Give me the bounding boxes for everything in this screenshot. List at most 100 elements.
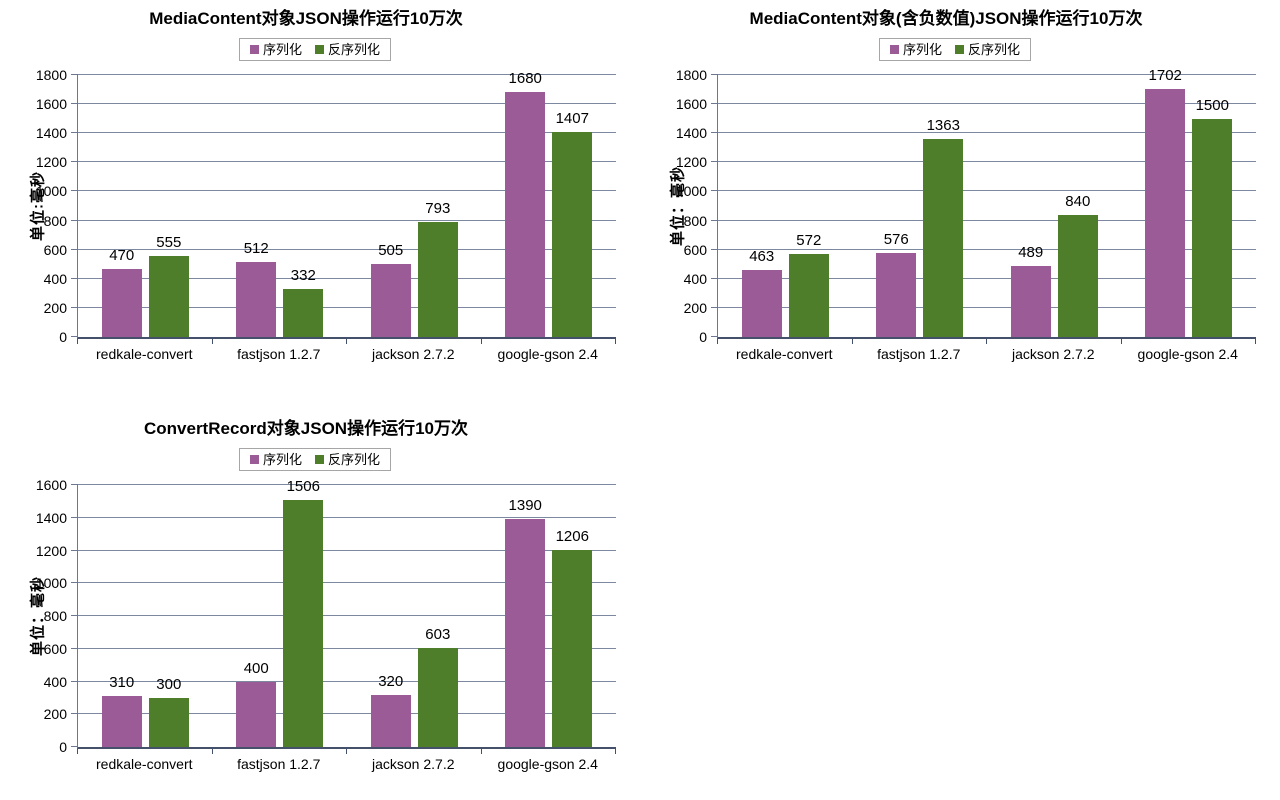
y-tick-mark <box>71 161 78 163</box>
y-tick-label: 0 <box>59 329 67 345</box>
x-category-label: fastjson 1.2.7 <box>877 346 961 362</box>
y-tick-label: 1000 <box>35 575 67 592</box>
bar <box>876 253 917 337</box>
y-tick-label: 1000 <box>675 183 707 200</box>
y-tick-label: 600 <box>683 241 707 258</box>
gridline <box>718 306 1256 308</box>
y-tick-label: 400 <box>43 270 67 287</box>
bar <box>283 288 324 337</box>
y-tick-label: 800 <box>683 212 707 229</box>
x-category-label: google-gson 2.4 <box>1137 346 1238 362</box>
y-tick-mark <box>711 103 718 105</box>
y-tick-mark <box>711 248 718 250</box>
x-category-label: redkale-convert <box>96 756 193 772</box>
gridline <box>78 103 616 105</box>
y-tick-mark <box>71 190 78 192</box>
y-tick-label: 0 <box>699 329 707 345</box>
gridline <box>78 74 616 75</box>
bar-value-label: 505 <box>378 241 404 259</box>
legend-item-serialize: 序列化 <box>249 452 302 467</box>
gridline <box>78 306 616 308</box>
x-tick-mark <box>717 339 718 344</box>
legend-item-deserialize: 反序列化 <box>315 42 380 57</box>
y-tick-label: 800 <box>43 608 67 624</box>
serialize-swatch-icon <box>249 455 259 464</box>
bar-value-label: 1206 <box>555 527 589 545</box>
bar-value-label: 1407 <box>555 110 589 128</box>
gridline <box>78 647 616 649</box>
y-tick-label: 200 <box>43 299 67 316</box>
gridline <box>718 219 1256 221</box>
x-category-label: jackson 2.7.2 <box>372 346 455 362</box>
y-tick-mark <box>71 516 78 518</box>
x-tick-mark <box>480 339 482 344</box>
y-tick-mark <box>711 219 718 221</box>
y-tick-mark <box>711 306 718 308</box>
y-tick-label: 1600 <box>35 477 67 493</box>
y-tick-mark <box>71 277 78 279</box>
legend-item-deserialize: 反序列化 <box>315 452 380 467</box>
bar-value-label: 1363 <box>926 116 960 134</box>
x-category-label: fastjson 1.2.7 <box>237 346 321 362</box>
legend-label-serialize: 序列化 <box>262 42 302 57</box>
bar-value-label: 1702 <box>1148 67 1182 85</box>
y-tick-label: 1400 <box>35 509 67 526</box>
y-tick-mark <box>711 336 718 337</box>
bar <box>283 500 324 747</box>
y-tick-label: 600 <box>43 241 67 258</box>
chart-mediacontent-negative-json: MediaContent对象(含负数值)JSON操作运行10万次 序列化 反序列… <box>640 0 1280 390</box>
legend-label-serialize: 序列化 <box>902 42 942 57</box>
bar <box>148 256 189 337</box>
bar <box>788 253 829 337</box>
gridline <box>718 190 1256 192</box>
y-tick-label: 1200 <box>675 154 707 171</box>
bar <box>101 268 142 337</box>
chart-title: MediaContent对象JSON操作运行10万次 <box>149 9 463 28</box>
x-tick-mark <box>1120 339 1122 344</box>
plot-area: 470 512 505 1680 555 332 793 1407 <box>71 71 616 344</box>
y-tick-label: 1600 <box>675 96 707 113</box>
x-category-label: redkale-convert <box>736 346 833 362</box>
gridline <box>78 219 616 221</box>
bar <box>236 262 277 337</box>
x-axis-labels: redkale-convert fastjson 1.2.7 jackson 2.7… <box>77 346 615 364</box>
y-tick-label: 200 <box>43 706 67 723</box>
y-tick-label: 400 <box>683 270 707 287</box>
y-tick-mark <box>71 74 78 75</box>
y-axis-ticks: 0 200 400 600 800 1000 1200 1400 1600 <box>0 478 67 754</box>
bar-value-label: 310 <box>109 674 135 692</box>
bar-value-label: 840 <box>1065 192 1091 210</box>
x-tick-mark <box>615 749 616 754</box>
bar-value-label: 320 <box>378 672 404 690</box>
gridline <box>78 132 616 134</box>
y-tick-mark <box>71 582 78 584</box>
y-tick-mark <box>71 336 78 337</box>
bar <box>1010 265 1051 337</box>
bar-value-label: 512 <box>243 240 269 258</box>
x-tick-mark <box>615 339 616 344</box>
gridline <box>718 277 1256 279</box>
y-axis-ticks: 0 200 400 600 800 1000 1200 1400 1600 1800 <box>640 68 707 344</box>
y-tick-label: 1800 <box>35 67 67 83</box>
chart-convertrecord-json: ConvertRecord对象JSON操作运行10万次 序列化 反序列化 单位：… <box>0 410 640 800</box>
bar-value-label: 470 <box>109 246 135 264</box>
bar-value-label: 1680 <box>508 70 542 88</box>
bar-value-label: 1390 <box>508 497 542 515</box>
legend-label-serialize: 序列化 <box>262 452 302 467</box>
bar-value-label: 793 <box>425 199 451 217</box>
x-tick-mark <box>211 749 213 754</box>
x-tick-mark <box>986 339 987 344</box>
y-tick-label: 400 <box>43 673 67 690</box>
legend: 序列化 反序列化 <box>0 38 630 61</box>
x-tick-mark <box>346 749 347 754</box>
y-tick-mark <box>71 248 78 250</box>
bar-value-label: 576 <box>883 231 909 249</box>
y-tick-mark <box>711 277 718 279</box>
y-tick-mark <box>711 132 718 134</box>
legend-box: 序列化 反序列化 <box>238 38 392 61</box>
y-tick-label: 1600 <box>35 96 67 113</box>
y-tick-label: 600 <box>43 640 67 657</box>
y-tick-mark <box>71 647 78 649</box>
y-tick-mark <box>71 219 78 221</box>
gridline <box>78 680 616 682</box>
